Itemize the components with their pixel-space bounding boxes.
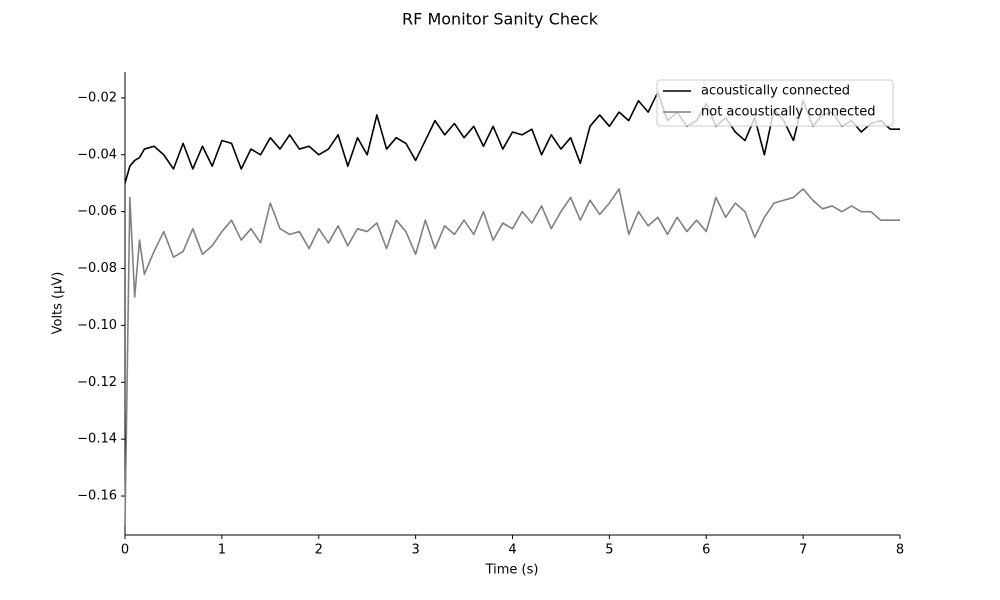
y-tick-label: −0.12	[77, 375, 117, 390]
legend-box	[656, 79, 894, 127]
x-tick-label: 7	[799, 543, 807, 558]
x-tick-label: 6	[702, 543, 710, 558]
y-tick-label: −0.08	[77, 261, 117, 276]
legend-label: acoustically connected	[701, 84, 850, 99]
legend-label: not acoustically connected	[701, 105, 875, 120]
x-tick-label: 3	[411, 543, 419, 558]
x-tick-label: 2	[315, 543, 323, 558]
x-axis-label: Time (s)	[485, 563, 539, 578]
y-tick-label: −0.10	[77, 318, 117, 333]
x-tick-label: 1	[218, 543, 226, 558]
x-tick-label: 4	[508, 543, 516, 558]
chart-title: RF Monitor Sanity Check	[402, 10, 599, 29]
x-tick-label: 5	[605, 543, 613, 558]
series-line	[124, 91, 900, 184]
x-tick-label: 8	[896, 543, 904, 558]
x-tick-label: 0	[121, 543, 129, 558]
y-tick-label: −0.14	[77, 432, 117, 447]
y-tick-label: −0.04	[77, 147, 117, 162]
y-axis-label: Volts (μV)	[51, 272, 66, 335]
y-tick-label: −0.02	[77, 90, 117, 105]
series-line	[124, 188, 900, 525]
y-tick-label: −0.16	[77, 489, 117, 504]
y-tick-label: −0.06	[77, 204, 117, 219]
